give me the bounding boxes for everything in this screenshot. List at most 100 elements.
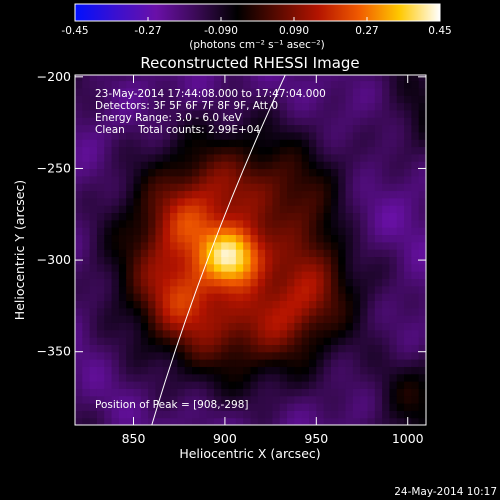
heatmap-cell bbox=[89, 161, 98, 170]
heatmap-cell bbox=[82, 219, 91, 228]
heatmap-cell bbox=[352, 219, 361, 228]
heatmap-cell bbox=[155, 315, 164, 323]
heatmap-cell bbox=[213, 75, 222, 82]
heatmap-cell bbox=[352, 175, 361, 184]
heatmap-cell bbox=[418, 102, 426, 111]
heatmap-cell bbox=[338, 381, 347, 389]
heatmap-cell bbox=[301, 241, 310, 250]
heatmap-cell bbox=[82, 271, 91, 280]
heatmap-cell bbox=[418, 388, 426, 397]
heatmap-cell bbox=[411, 197, 420, 206]
heatmap-cell bbox=[199, 249, 208, 258]
heatmap-cell bbox=[96, 388, 105, 397]
heatmap-cell bbox=[404, 131, 412, 140]
heatmap-cell bbox=[309, 197, 317, 206]
heatmap-cell bbox=[389, 205, 398, 214]
heatmap-cell bbox=[338, 124, 347, 133]
heatmap-cell bbox=[82, 161, 91, 170]
heatmap-cell bbox=[294, 139, 303, 148]
heatmap-cell bbox=[367, 197, 376, 206]
heatmap-cell bbox=[301, 153, 310, 162]
heatmap-cell bbox=[287, 227, 295, 236]
heatmap-cell bbox=[250, 102, 259, 111]
heatmap-cell bbox=[257, 359, 266, 367]
heatmap-cell bbox=[206, 161, 215, 170]
heatmap-cell bbox=[89, 95, 98, 104]
heatmap-cell bbox=[184, 117, 193, 126]
heatmap-cell bbox=[352, 212, 361, 221]
heatmap-cell bbox=[257, 300, 266, 309]
heatmap-cell bbox=[75, 124, 83, 133]
colorbar: -0.45 -0.27 -0.090 0.090 0.27 0.45 (photons c… bbox=[61, 3, 452, 51]
heatmap-cell bbox=[243, 161, 252, 170]
heatmap-cell bbox=[309, 373, 317, 382]
heatmap-cell bbox=[192, 337, 200, 345]
heatmap-cell bbox=[118, 75, 127, 82]
heatmap-cell bbox=[396, 117, 405, 126]
heatmap-cell bbox=[118, 131, 127, 140]
heatmap-cell bbox=[192, 139, 200, 148]
heatmap-cell bbox=[272, 234, 281, 243]
heatmap-cell bbox=[118, 300, 127, 309]
heatmap-cell bbox=[396, 366, 405, 375]
heatmap-cell bbox=[96, 256, 105, 265]
heatmap-cell bbox=[411, 205, 420, 214]
heatmap-cell bbox=[250, 219, 259, 228]
heatmap-cell bbox=[257, 146, 266, 155]
heatmap-cell bbox=[199, 315, 208, 323]
heatmap-cell bbox=[330, 307, 339, 316]
heatmap-cell bbox=[104, 109, 113, 118]
heatmap-cell bbox=[75, 205, 83, 214]
heatmap-cell bbox=[265, 417, 274, 425]
heatmap-cell bbox=[330, 87, 339, 96]
heatmap-cell bbox=[148, 146, 157, 155]
heatmap-cell bbox=[250, 278, 259, 287]
heatmap-cell bbox=[330, 351, 339, 360]
heatmap-cell bbox=[367, 95, 376, 104]
heatmap-cell bbox=[250, 366, 259, 375]
heatmap-cell bbox=[235, 212, 244, 221]
heatmap-cell bbox=[382, 351, 391, 360]
heatmap-cell bbox=[155, 87, 164, 96]
heatmap-cell bbox=[111, 95, 120, 104]
heatmap-cell bbox=[162, 102, 171, 111]
heatmap-cell bbox=[162, 183, 171, 192]
heatmap-cell bbox=[389, 249, 398, 258]
heatmap-cell bbox=[199, 241, 208, 250]
heatmap-cell bbox=[360, 109, 369, 118]
heatmap-cell bbox=[82, 197, 91, 206]
heatmap-cell bbox=[118, 95, 127, 104]
heatmap-cell bbox=[221, 403, 230, 411]
heatmap-cell bbox=[345, 146, 354, 155]
heatmap-cell bbox=[316, 241, 325, 250]
heatmap-cell bbox=[170, 366, 178, 375]
heatmap-cell bbox=[111, 315, 120, 323]
heatmap-cell bbox=[389, 388, 398, 397]
heatmap-cell bbox=[243, 75, 252, 82]
heatmap-cell bbox=[243, 373, 252, 382]
heatmap-cell bbox=[389, 285, 398, 294]
heatmap-cell bbox=[352, 344, 361, 353]
heatmap-cell bbox=[301, 161, 310, 170]
heatmap-cell bbox=[148, 212, 157, 221]
heatmap-cell bbox=[367, 234, 376, 243]
heatmap-cell bbox=[126, 344, 135, 353]
heatmap-cell bbox=[82, 293, 91, 301]
heatmap-cell bbox=[155, 102, 164, 111]
heatmap-cell bbox=[111, 263, 120, 272]
heatmap-cell bbox=[389, 300, 398, 309]
heatmap-cell bbox=[96, 80, 105, 89]
heatmap-cell bbox=[221, 395, 230, 404]
heatmap-cell bbox=[316, 219, 325, 228]
heatmap-cell bbox=[389, 124, 398, 133]
heatmap-cell bbox=[118, 161, 127, 170]
heatmap-cell bbox=[118, 263, 127, 272]
heatmap-cell bbox=[243, 410, 252, 419]
heatmap-cell bbox=[228, 190, 237, 199]
colorbar-tick-label: 0.090 bbox=[279, 25, 309, 37]
heatmap-cell bbox=[104, 315, 113, 323]
heatmap-cell bbox=[382, 80, 391, 89]
heatmap-cell bbox=[148, 307, 157, 316]
heatmap-cell bbox=[389, 293, 398, 301]
heatmap-cell bbox=[345, 307, 354, 316]
